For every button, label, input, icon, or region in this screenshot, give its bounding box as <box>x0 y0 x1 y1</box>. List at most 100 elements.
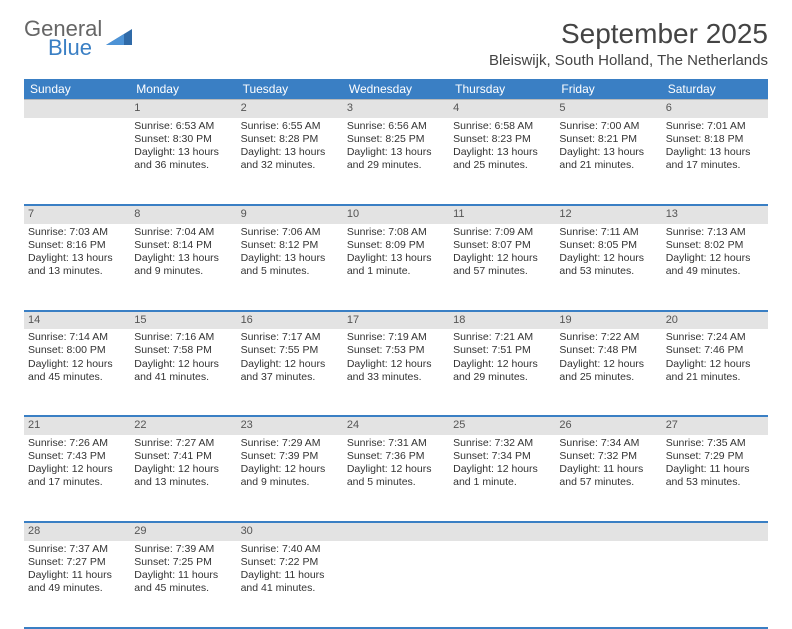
sunset-text: Sunset: 8:25 PM <box>347 133 445 146</box>
sunrise-text: Sunrise: 7:32 AM <box>453 437 551 450</box>
daynum-row: 21222324252627 <box>24 416 768 435</box>
day-number: 19 <box>555 311 661 330</box>
day-cell: Sunrise: 7:24 AMSunset: 7:46 PMDaylight:… <box>662 329 768 415</box>
day-number: 12 <box>555 205 661 224</box>
day-number: 8 <box>130 205 236 224</box>
day-number: 29 <box>130 522 236 541</box>
day-cell: Sunrise: 6:53 AMSunset: 8:30 PMDaylight:… <box>130 118 236 204</box>
daylight-text: Daylight: 12 hours and 33 minutes. <box>347 358 445 384</box>
day-number: 24 <box>343 416 449 435</box>
daylight-text: Daylight: 11 hours and 45 minutes. <box>134 569 232 595</box>
day-cell: Sunrise: 7:11 AMSunset: 8:05 PMDaylight:… <box>555 224 661 310</box>
triangle-icon <box>106 29 132 45</box>
daynum-row: 282930 <box>24 522 768 541</box>
daylight-text: Daylight: 11 hours and 49 minutes. <box>28 569 126 595</box>
day-cell <box>662 541 768 627</box>
daylight-text: Daylight: 12 hours and 9 minutes. <box>241 463 339 489</box>
sunrise-text: Sunrise: 7:01 AM <box>666 120 764 133</box>
daynum-row: 78910111213 <box>24 205 768 224</box>
day-cell: Sunrise: 7:08 AMSunset: 8:09 PMDaylight:… <box>343 224 449 310</box>
daynum-row: 123456 <box>24 100 768 118</box>
day-number: 3 <box>343 100 449 118</box>
day-cell: Sunrise: 7:04 AMSunset: 8:14 PMDaylight:… <box>130 224 236 310</box>
daylight-text: Daylight: 13 hours and 5 minutes. <box>241 252 339 278</box>
day-number: 4 <box>449 100 555 118</box>
day-cell: Sunrise: 6:56 AMSunset: 8:25 PMDaylight:… <box>343 118 449 204</box>
day-cell: Sunrise: 7:35 AMSunset: 7:29 PMDaylight:… <box>662 435 768 521</box>
daylight-text: Daylight: 13 hours and 32 minutes. <box>241 146 339 172</box>
day-header-row: Sunday Monday Tuesday Wednesday Thursday… <box>24 79 768 100</box>
sunrise-text: Sunrise: 7:37 AM <box>28 543 126 556</box>
sunrise-text: Sunrise: 7:31 AM <box>347 437 445 450</box>
day-cell: Sunrise: 7:13 AMSunset: 8:02 PMDaylight:… <box>662 224 768 310</box>
day-number: 6 <box>662 100 768 118</box>
week-row: Sunrise: 7:26 AMSunset: 7:43 PMDaylight:… <box>24 435 768 521</box>
sunset-text: Sunset: 8:30 PM <box>134 133 232 146</box>
sunrise-text: Sunrise: 7:06 AM <box>241 226 339 239</box>
day-cell: Sunrise: 7:14 AMSunset: 8:00 PMDaylight:… <box>24 329 130 415</box>
sunrise-text: Sunrise: 7:13 AM <box>666 226 764 239</box>
day-cell: Sunrise: 7:37 AMSunset: 7:27 PMDaylight:… <box>24 541 130 627</box>
sunset-text: Sunset: 7:27 PM <box>28 556 126 569</box>
day-cell: Sunrise: 7:21 AMSunset: 7:51 PMDaylight:… <box>449 329 555 415</box>
sunrise-text: Sunrise: 7:26 AM <box>28 437 126 450</box>
week-row: Sunrise: 7:03 AMSunset: 8:16 PMDaylight:… <box>24 224 768 310</box>
sunrise-text: Sunrise: 7:08 AM <box>347 226 445 239</box>
day-number: 2 <box>237 100 343 118</box>
sunrise-text: Sunrise: 7:09 AM <box>453 226 551 239</box>
daylight-text: Daylight: 13 hours and 21 minutes. <box>559 146 657 172</box>
sunset-text: Sunset: 7:55 PM <box>241 344 339 357</box>
logo-text: General Blue <box>24 18 102 59</box>
day-number: 23 <box>237 416 343 435</box>
daylight-text: Daylight: 11 hours and 41 minutes. <box>241 569 339 595</box>
daylight-text: Daylight: 12 hours and 41 minutes. <box>134 358 232 384</box>
day-cell <box>555 541 661 627</box>
week-row: Sunrise: 7:14 AMSunset: 8:00 PMDaylight:… <box>24 329 768 415</box>
day-cell: Sunrise: 7:29 AMSunset: 7:39 PMDaylight:… <box>237 435 343 521</box>
sunrise-text: Sunrise: 7:34 AM <box>559 437 657 450</box>
sunset-text: Sunset: 7:32 PM <box>559 450 657 463</box>
daylight-text: Daylight: 13 hours and 9 minutes. <box>134 252 232 278</box>
day-number: 21 <box>24 416 130 435</box>
sunrise-text: Sunrise: 7:27 AM <box>134 437 232 450</box>
header: General Blue September 2025 Bleiswijk, S… <box>24 18 768 69</box>
daylight-text: Daylight: 12 hours and 37 minutes. <box>241 358 339 384</box>
daylight-text: Daylight: 12 hours and 57 minutes. <box>453 252 551 278</box>
sunset-text: Sunset: 8:07 PM <box>453 239 551 252</box>
daylight-text: Daylight: 12 hours and 17 minutes. <box>28 463 126 489</box>
day-number: 20 <box>662 311 768 330</box>
daylight-text: Daylight: 12 hours and 45 minutes. <box>28 358 126 384</box>
day-number: 28 <box>24 522 130 541</box>
day-number <box>343 522 449 541</box>
day-number: 30 <box>237 522 343 541</box>
daylight-text: Daylight: 12 hours and 29 minutes. <box>453 358 551 384</box>
sunset-text: Sunset: 7:58 PM <box>134 344 232 357</box>
daylight-text: Daylight: 11 hours and 53 minutes. <box>666 463 764 489</box>
sunset-text: Sunset: 7:34 PM <box>453 450 551 463</box>
sunset-text: Sunset: 8:12 PM <box>241 239 339 252</box>
day-header: Tuesday <box>237 79 343 100</box>
day-cell: Sunrise: 6:55 AMSunset: 8:28 PMDaylight:… <box>237 118 343 204</box>
sunrise-text: Sunrise: 6:53 AM <box>134 120 232 133</box>
logo: General Blue <box>24 18 132 59</box>
sunrise-text: Sunrise: 7:21 AM <box>453 331 551 344</box>
daylight-text: Daylight: 13 hours and 36 minutes. <box>134 146 232 172</box>
day-cell: Sunrise: 7:22 AMSunset: 7:48 PMDaylight:… <box>555 329 661 415</box>
day-cell: Sunrise: 7:34 AMSunset: 7:32 PMDaylight:… <box>555 435 661 521</box>
day-number <box>449 522 555 541</box>
day-number: 7 <box>24 205 130 224</box>
daylight-text: Daylight: 13 hours and 17 minutes. <box>666 146 764 172</box>
sunrise-text: Sunrise: 7:16 AM <box>134 331 232 344</box>
day-number: 18 <box>449 311 555 330</box>
sunrise-text: Sunrise: 7:19 AM <box>347 331 445 344</box>
sunset-text: Sunset: 7:39 PM <box>241 450 339 463</box>
day-number: 11 <box>449 205 555 224</box>
day-cell: Sunrise: 7:40 AMSunset: 7:22 PMDaylight:… <box>237 541 343 627</box>
sunset-text: Sunset: 7:46 PM <box>666 344 764 357</box>
sunset-text: Sunset: 7:51 PM <box>453 344 551 357</box>
sunset-text: Sunset: 8:14 PM <box>134 239 232 252</box>
sunset-text: Sunset: 7:41 PM <box>134 450 232 463</box>
day-cell: Sunrise: 7:01 AMSunset: 8:18 PMDaylight:… <box>662 118 768 204</box>
daylight-text: Daylight: 12 hours and 25 minutes. <box>559 358 657 384</box>
week-row: Sunrise: 7:37 AMSunset: 7:27 PMDaylight:… <box>24 541 768 627</box>
